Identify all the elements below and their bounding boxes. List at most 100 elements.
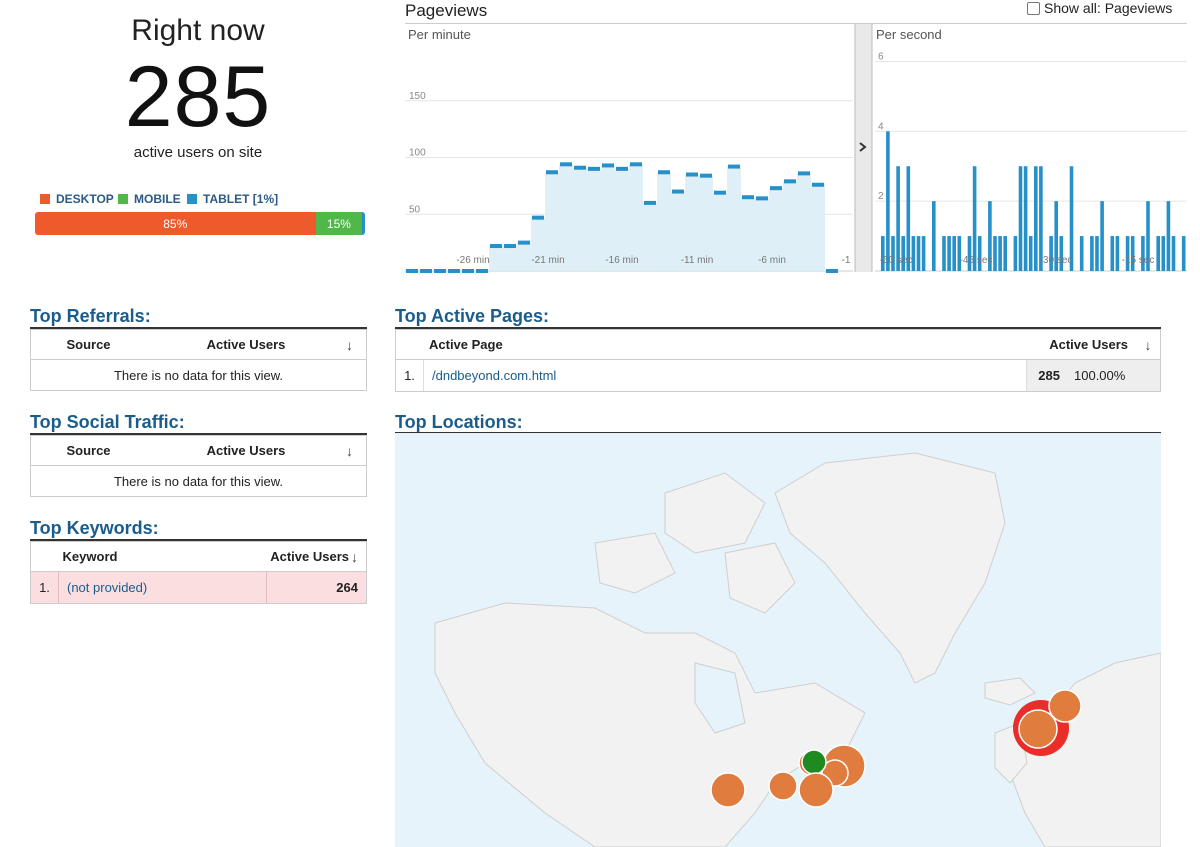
top-active-pages-table: Active Page Active Users ↓ 1. /dndbeyond… (395, 327, 1161, 392)
per-second-bar (906, 166, 911, 271)
per-second-bar (896, 166, 900, 271)
per-second-bar (1146, 201, 1150, 271)
sort-arrow-down-icon[interactable]: ↓ (1144, 336, 1152, 353)
x-tick-label: -16 min (605, 255, 638, 266)
per-minute-point (490, 244, 502, 249)
location-marker[interactable] (1018, 709, 1058, 749)
y-tick-label: 2 (878, 191, 884, 202)
per-second-bar (1166, 201, 1171, 271)
mobile-segment[interactable]: 15% (315, 212, 363, 235)
per-second-bar (1023, 166, 1028, 271)
x-tick-label: -45 sec (960, 255, 993, 266)
per-minute-point (630, 162, 642, 167)
col-source[interactable]: Source (66, 443, 111, 458)
col-active-page[interactable]: Active Page (429, 337, 503, 352)
top-social-table: Source Active Users ↓ There is no data f… (30, 433, 367, 497)
per-minute-point (420, 269, 432, 273)
per-second-x-labels: -60 sec -45 sec -30 sec -15 sec (880, 255, 1155, 266)
per-minute-point (448, 269, 460, 273)
legend-desktop-label: DESKTOP (56, 192, 114, 206)
row-number: 1. (31, 572, 59, 603)
col-keyword[interactable]: Keyword (62, 549, 118, 564)
legend-mobile[interactable]: MOBILE (118, 192, 181, 206)
top-active-pages-title: Top Active Pages: (395, 306, 550, 326)
per-second-bar (1003, 236, 1007, 271)
keyword-link[interactable]: (not provided) (59, 572, 267, 603)
per-minute-point (700, 173, 712, 178)
per-minute-point (686, 172, 698, 177)
sort-arrow-down-icon[interactable]: ↓ (346, 442, 353, 459)
per-second-bar (957, 236, 962, 271)
per-minute-point (504, 244, 516, 249)
per-minute-point (784, 179, 796, 184)
per-second-bar (972, 166, 977, 271)
y-tick-label: 6 (878, 51, 884, 62)
location-marker[interactable] (710, 772, 746, 808)
show-all-label: Show all: Pageviews (1044, 0, 1173, 16)
per-minute-point (602, 163, 614, 168)
hudson-bay (694, 662, 746, 734)
top-locations-title: Top Locations: (395, 412, 523, 432)
empty-message: There is no data for this view. (113, 473, 284, 489)
right-now-title: Right now (131, 14, 265, 47)
per-minute-x-labels: -26 min -21 min -16 min -11 min -6 min -1 (456, 255, 851, 266)
legend-tablet-label: TABLET [1%] (203, 192, 279, 206)
row-number: 1. (396, 360, 424, 391)
per-second-bar (1110, 236, 1115, 271)
per-minute-point (546, 170, 558, 175)
per-second-bar (1090, 236, 1094, 271)
location-marker-highlight[interactable] (801, 749, 827, 775)
per-second-bar (1181, 236, 1186, 271)
per-second-bar (1171, 236, 1176, 271)
show-all-checkbox[interactable] (1027, 1, 1040, 15)
x-tick-label: -6 min (758, 255, 786, 266)
legend-tablet[interactable]: TABLET [1%] (187, 192, 278, 206)
arctic-island-landmass (594, 532, 676, 594)
col-active-users[interactable]: Active Users (270, 549, 349, 564)
location-marker[interactable] (798, 772, 834, 808)
show-all-pageviews-toggle[interactable]: Show all: Pageviews (1027, 0, 1172, 16)
pageviews-charts: Per minute 50 100 150 -26 min -21 min -16 mi… (405, 24, 1187, 273)
locations-map[interactable] (395, 433, 1161, 847)
per-minute-point (728, 164, 740, 169)
col-active-users[interactable]: Active Users (1049, 337, 1128, 352)
legend-desktop[interactable]: DESKTOP (40, 192, 114, 206)
per-second-bar (1125, 236, 1130, 271)
per-second-label: Per second (876, 27, 942, 42)
per-second-bar (993, 236, 997, 271)
sort-arrow-down-icon[interactable]: ↓ (346, 336, 353, 353)
per-second-bar (1130, 236, 1135, 271)
desktop-segment[interactable]: 85% (35, 212, 316, 235)
table-row: 1. (not provided) 264 (31, 572, 366, 603)
top-keywords-title: Top Keywords: (30, 518, 159, 538)
per-minute-point (714, 190, 726, 195)
col-active-users[interactable]: Active Users (206, 337, 286, 352)
per-minute-series (405, 162, 839, 273)
per-second-bar (932, 201, 936, 271)
per-minute-point (812, 182, 824, 187)
per-minute-point (616, 166, 628, 171)
col-active-users[interactable]: Active Users (206, 443, 286, 458)
col-source[interactable]: Source (66, 337, 111, 352)
desktop-swatch (40, 194, 50, 204)
per-second-bar (1018, 166, 1023, 271)
per-minute-area (405, 164, 839, 271)
per-minute-point (434, 269, 446, 273)
per-minute-point (462, 269, 474, 273)
location-marker[interactable] (768, 771, 798, 801)
per-minute-point (826, 269, 838, 273)
y-tick-label: 4 (878, 121, 884, 132)
active-page-link[interactable]: /dndbeyond.com.html (432, 368, 557, 383)
table-header: Keyword Active Users ↓ (31, 542, 366, 572)
location-marker[interactable] (1048, 689, 1082, 723)
per-minute-point (756, 196, 768, 201)
sort-arrow-down-icon[interactable]: ↓ (351, 548, 358, 565)
per-minute-point (532, 215, 544, 220)
tablet-segment[interactable] (362, 212, 365, 235)
per-second-bar (977, 236, 982, 271)
table-top-rule (395, 327, 1161, 329)
per-minute-point (560, 162, 572, 167)
page-users-pct: 100.00% (1066, 360, 1160, 391)
chevron-right-icon[interactable] (859, 142, 867, 152)
tablet-swatch (187, 194, 197, 204)
